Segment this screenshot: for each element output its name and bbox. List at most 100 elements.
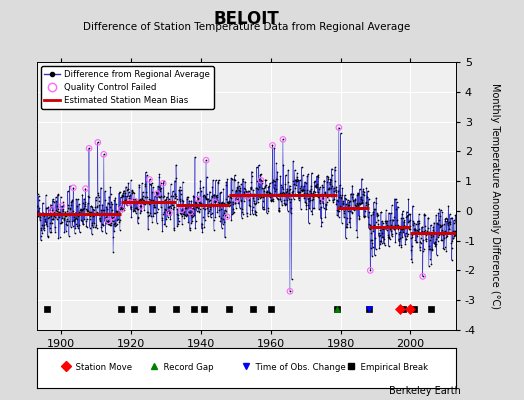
Point bbox=[84, 200, 92, 206]
Point bbox=[131, 205, 139, 212]
Point bbox=[335, 124, 343, 131]
Point bbox=[106, 204, 114, 210]
Point bbox=[297, 187, 305, 194]
Point bbox=[288, 192, 296, 198]
Point bbox=[170, 191, 179, 197]
Point bbox=[244, 187, 253, 194]
Point bbox=[126, 192, 135, 198]
Point bbox=[176, 210, 184, 216]
Point bbox=[320, 178, 328, 184]
Point bbox=[391, 230, 400, 236]
Point bbox=[106, 191, 115, 197]
Point bbox=[323, 178, 331, 185]
Point bbox=[286, 182, 294, 189]
Point bbox=[243, 210, 251, 216]
Point bbox=[401, 230, 410, 237]
Point bbox=[157, 185, 166, 191]
Point bbox=[354, 191, 363, 198]
Point bbox=[333, 212, 341, 218]
Point bbox=[143, 194, 151, 200]
Point bbox=[238, 206, 247, 212]
Point bbox=[305, 187, 314, 194]
Point bbox=[56, 210, 64, 217]
Point bbox=[362, 184, 370, 191]
Point bbox=[355, 215, 363, 222]
Point bbox=[228, 201, 237, 207]
Point bbox=[331, 164, 339, 171]
Point bbox=[158, 228, 167, 234]
Point bbox=[405, 226, 413, 232]
Point bbox=[354, 202, 362, 208]
Point bbox=[171, 193, 180, 199]
Point bbox=[34, 191, 42, 197]
Point bbox=[185, 209, 193, 216]
Point bbox=[167, 181, 175, 188]
Point bbox=[153, 190, 161, 197]
Point bbox=[63, 188, 72, 194]
Point bbox=[50, 199, 58, 205]
Point bbox=[337, 220, 346, 226]
Point bbox=[257, 177, 265, 184]
Point bbox=[200, 206, 209, 212]
Point bbox=[63, 208, 72, 214]
Point bbox=[45, 204, 53, 210]
Point bbox=[160, 178, 168, 184]
Point bbox=[233, 196, 241, 202]
Point bbox=[447, 245, 456, 251]
Point bbox=[224, 199, 232, 206]
Point bbox=[116, 217, 124, 224]
Point bbox=[108, 218, 117, 225]
Point bbox=[150, 199, 158, 206]
Point bbox=[223, 193, 232, 200]
Point bbox=[303, 196, 312, 203]
Point bbox=[258, 206, 267, 212]
Point bbox=[52, 206, 60, 213]
Point bbox=[382, 207, 390, 214]
Text: Berkeley Earth: Berkeley Earth bbox=[389, 386, 461, 396]
Point bbox=[147, 180, 156, 187]
Point bbox=[405, 211, 413, 218]
Point bbox=[356, 201, 364, 208]
Point bbox=[283, 208, 292, 214]
Point bbox=[307, 208, 315, 214]
Point bbox=[384, 223, 392, 229]
Point bbox=[397, 244, 406, 251]
Point bbox=[336, 192, 344, 198]
Point bbox=[222, 196, 230, 202]
Point bbox=[330, 184, 338, 191]
Point bbox=[286, 288, 294, 294]
Point bbox=[167, 205, 176, 212]
Point bbox=[399, 226, 408, 233]
Point bbox=[177, 206, 185, 213]
Point bbox=[171, 191, 180, 198]
Point bbox=[274, 196, 282, 202]
Point bbox=[331, 167, 339, 174]
Point bbox=[72, 215, 81, 222]
Point bbox=[93, 209, 101, 215]
Point bbox=[122, 201, 130, 207]
Point bbox=[121, 193, 129, 199]
Point bbox=[380, 224, 389, 231]
Point bbox=[169, 206, 178, 213]
Point bbox=[209, 177, 217, 184]
Point bbox=[136, 202, 145, 209]
Point bbox=[84, 208, 93, 215]
Point bbox=[215, 202, 224, 209]
Point bbox=[34, 212, 42, 219]
Point bbox=[228, 198, 237, 205]
Point bbox=[32, 202, 41, 209]
Point bbox=[451, 232, 459, 238]
Point bbox=[296, 185, 304, 191]
Point bbox=[417, 235, 425, 242]
Point bbox=[138, 193, 147, 199]
Point bbox=[355, 215, 364, 222]
Point bbox=[449, 235, 457, 241]
Point bbox=[273, 168, 281, 175]
Point bbox=[441, 218, 450, 224]
Point bbox=[101, 197, 110, 203]
Point bbox=[111, 212, 119, 218]
Point bbox=[245, 196, 253, 203]
Point bbox=[122, 184, 130, 190]
Point bbox=[346, 215, 355, 222]
Point bbox=[278, 190, 287, 196]
